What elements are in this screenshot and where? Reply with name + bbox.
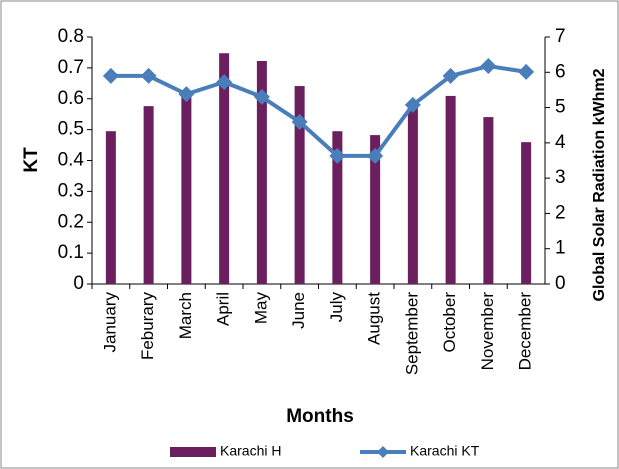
- x-tick-label: January: [100, 292, 119, 353]
- bar: [445, 95, 456, 284]
- x-tick-label: November: [478, 292, 497, 371]
- bar: [105, 131, 116, 284]
- x-tick-label: October: [440, 292, 459, 353]
- y2-tick-label: 4: [555, 132, 566, 153]
- marker: [480, 58, 497, 75]
- bar: [219, 53, 230, 284]
- y-tick-label: 0.4: [58, 150, 85, 171]
- marker: [291, 113, 308, 130]
- marker: [178, 86, 195, 103]
- legend-label: Karachi H: [220, 443, 281, 459]
- x-tick-label: August: [365, 292, 384, 345]
- bar: [181, 96, 192, 284]
- y2-tick-label: 1: [555, 238, 566, 259]
- marker: [102, 67, 119, 84]
- y2-tick-label: 3: [555, 167, 566, 188]
- y-tick-label: 0.1: [58, 242, 84, 263]
- marker: [253, 88, 270, 105]
- y-axis-title: KT: [21, 147, 42, 173]
- bar: [143, 106, 154, 284]
- marker: [216, 74, 233, 91]
- bar: [294, 86, 305, 284]
- x-tick-label: May: [251, 292, 270, 325]
- marker: [367, 147, 384, 164]
- x-tick-label: April: [214, 292, 233, 326]
- y-tick-label: 0: [73, 273, 84, 294]
- bar: [332, 131, 343, 284]
- legend-marker: [377, 446, 389, 458]
- bar: [407, 102, 418, 284]
- legend-swatch: [170, 447, 216, 457]
- y-tick-label: 0.3: [58, 180, 84, 201]
- x-tick-label: June: [289, 292, 308, 329]
- bar: [256, 60, 267, 284]
- y-tick-label: 0.2: [58, 211, 84, 232]
- marker: [404, 96, 421, 113]
- x-tick-label: Feburary: [138, 292, 157, 361]
- y-tick-label: 0.7: [58, 57, 84, 78]
- marker: [518, 63, 535, 80]
- x-tick-label: December: [516, 292, 535, 371]
- y2-tick-label: 2: [555, 202, 566, 223]
- marker: [442, 67, 459, 84]
- marker: [140, 67, 157, 84]
- y2-tick-label: 0: [555, 273, 566, 294]
- x-axis-title: Months: [286, 406, 354, 427]
- x-tick-label: September: [402, 292, 421, 375]
- legend-label: Karachi KT: [410, 443, 480, 459]
- y-tick-label: 0.5: [58, 119, 84, 140]
- x-tick-label: July: [327, 292, 346, 323]
- y2-tick-label: 5: [555, 97, 566, 118]
- x-tick-label: March: [176, 292, 195, 339]
- y-tick-label: 0.6: [58, 88, 84, 109]
- y2-axis-title: Global Solar Radiation kWhm2: [591, 68, 608, 301]
- y2-tick-label: 6: [555, 61, 566, 82]
- bar: [370, 135, 381, 284]
- bar: [483, 117, 494, 284]
- bar: [521, 142, 532, 284]
- y2-tick-label: 7: [555, 26, 566, 47]
- marker: [329, 147, 346, 164]
- y-tick-label: 0.8: [58, 26, 84, 47]
